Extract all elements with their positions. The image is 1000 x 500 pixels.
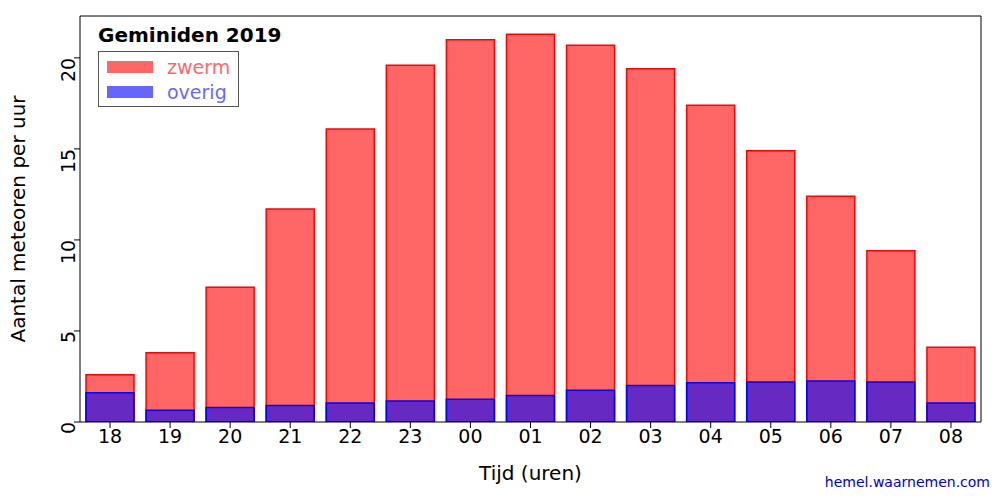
svg-text:0: 0 — [57, 422, 79, 434]
html-text:zwerm: zwerm — [167, 55, 231, 78]
svg-text:19: 19 — [158, 425, 182, 447]
html-text:overig: overig — [167, 80, 227, 103]
svg-text:08: 08 — [939, 425, 963, 447]
svg-text:06: 06 — [819, 425, 843, 447]
svg-text:23: 23 — [398, 425, 422, 447]
svg-text:18: 18 — [98, 425, 122, 447]
svg-text:10: 10 — [57, 240, 79, 264]
svg-text:03: 03 — [639, 425, 663, 447]
svg-text:5: 5 — [57, 331, 79, 343]
svg-text:05: 05 — [759, 425, 783, 447]
svg-text:02: 02 — [578, 425, 602, 447]
svg-text:04: 04 — [699, 425, 723, 447]
svg-text:22: 22 — [338, 425, 362, 447]
svg-text:Aantal meteoren per uur: Aantal meteoren per uur — [8, 95, 30, 343]
svg-text:15: 15 — [57, 149, 79, 173]
svg-text:00: 00 — [458, 425, 482, 447]
html-text:Geminiden 2019: Geminiden 2019 — [98, 23, 282, 47]
svg-text:20: 20 — [57, 58, 79, 82]
svg-text:01: 01 — [518, 425, 542, 447]
svg-text:21: 21 — [278, 425, 302, 447]
html-text:hemel.waarnemen.com: hemel.waarnemen.com — [824, 474, 990, 490]
svg-text:20: 20 — [218, 425, 242, 447]
svg-text:07: 07 — [879, 425, 903, 447]
svg-text:Tijd (uren): Tijd (uren) — [478, 461, 582, 485]
